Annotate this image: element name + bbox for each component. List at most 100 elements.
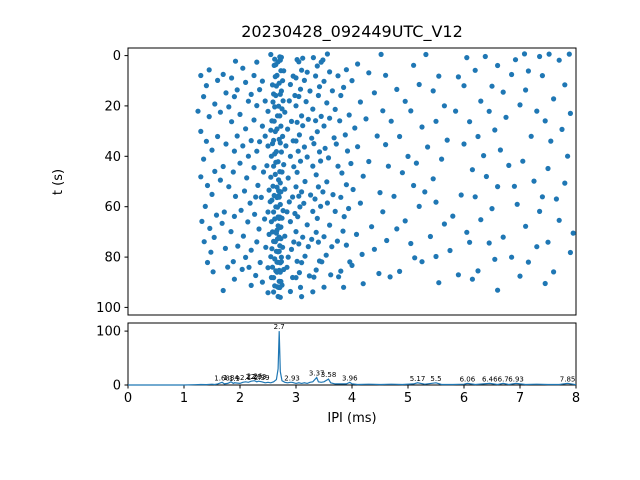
scatter-point	[346, 205, 352, 212]
scatter-point	[461, 141, 467, 147]
scatter-point	[327, 115, 333, 121]
scatter-point	[217, 177, 223, 183]
scatter-point	[280, 208, 286, 214]
scatter-point	[285, 126, 291, 132]
scatter-point	[304, 154, 310, 160]
scatter-point	[562, 180, 568, 186]
scatter-point	[316, 149, 323, 155]
scatter-point	[436, 280, 442, 286]
peak-annotation: 1.68	[214, 374, 230, 382]
scatter-point	[313, 172, 319, 178]
scatter-point	[296, 93, 302, 100]
scatter-y-ticks: 0 20 40 60 80 100	[96, 49, 128, 316]
x-tick-label: 4	[348, 391, 356, 406]
scatter-axes-frame	[127, 47, 577, 316]
peak-annotations: 1.681.841.9 2.12.22.262.332.39 2.7 2.93 3.37…	[214, 323, 575, 383]
scatter-point	[366, 70, 372, 76]
scatter-point	[297, 284, 304, 290]
scatter-point	[310, 208, 316, 214]
scatter-point	[280, 98, 286, 104]
scatter-point	[315, 184, 321, 190]
scatter-point	[223, 141, 229, 147]
scatter-point	[338, 194, 344, 200]
scatter-point	[545, 239, 551, 245]
scatter-point	[265, 265, 271, 271]
scatter-point	[309, 236, 315, 242]
x-tick-label: 0	[124, 391, 132, 406]
scatter-point	[310, 163, 316, 169]
scatter-point	[259, 279, 265, 285]
scatter-point	[208, 249, 214, 255]
scatter-point	[334, 238, 340, 244]
scatter-point	[503, 114, 509, 120]
scatter-point	[269, 82, 276, 88]
scatter-point	[293, 138, 299, 144]
scatter-point	[318, 113, 324, 119]
scatter-point	[528, 133, 534, 139]
scatter-point	[439, 156, 445, 162]
scatter-point	[248, 91, 254, 97]
scatter-point	[271, 209, 277, 215]
scatter-point	[270, 99, 276, 105]
scatter-point	[342, 132, 348, 138]
scatter-point	[360, 281, 366, 287]
scatter-point	[244, 175, 250, 181]
scatter-point	[500, 234, 506, 240]
scatter-point	[305, 116, 311, 122]
scatter-point	[258, 194, 264, 200]
scatter-point	[270, 183, 276, 189]
scatter-point	[293, 275, 299, 281]
scatter-point	[328, 272, 334, 278]
scatter-point	[280, 133, 286, 139]
scatter-point	[315, 239, 321, 245]
scatter-point	[450, 213, 456, 219]
scatter-point	[295, 214, 301, 220]
scatter-point	[254, 103, 260, 109]
scatter-point	[240, 143, 246, 149]
scatter-point	[202, 203, 208, 209]
scatter-point	[215, 77, 221, 83]
x-ticks: 0 1 2 3 4 5 6 7 8	[124, 385, 580, 406]
scatter-point	[408, 240, 414, 247]
scatter-point	[321, 284, 327, 290]
scatter-point	[254, 148, 260, 154]
scatter-point	[278, 123, 284, 129]
scatter-point	[339, 170, 345, 176]
scatter-point	[444, 137, 450, 143]
scatter-point	[338, 92, 344, 99]
scatter-point	[265, 143, 271, 149]
scatter-point	[512, 57, 519, 63]
scatter-point	[269, 246, 275, 252]
scatter-point	[416, 203, 422, 209]
scatter-point	[391, 193, 397, 199]
scatter-point	[198, 72, 204, 79]
scatter-point	[489, 206, 495, 212]
x-tick-label: 2	[236, 391, 244, 406]
scatter-point	[203, 83, 209, 89]
scatter-point	[287, 81, 293, 88]
scatter-point	[311, 141, 317, 147]
scatter-point	[271, 163, 277, 169]
scatter-point	[219, 220, 225, 226]
scatter-point	[427, 233, 433, 240]
scatter-point	[314, 129, 320, 135]
scatter-point	[268, 153, 274, 159]
scatter-point	[433, 199, 439, 205]
scatter-point	[275, 249, 281, 255]
scatter-point	[349, 262, 355, 268]
scatter-point	[388, 118, 394, 124]
scatter-point	[366, 158, 372, 165]
scatter-point	[300, 123, 306, 129]
scatter-point	[377, 190, 383, 196]
peak-annotation: 7.85	[560, 375, 576, 383]
scatter-point	[275, 293, 281, 300]
scatter-point	[228, 229, 234, 235]
scatter-point	[546, 51, 552, 57]
scatter-point	[497, 147, 503, 153]
scatter-point	[314, 215, 320, 221]
scatter-point	[265, 108, 271, 114]
scatter-point	[254, 59, 260, 65]
scatter-point	[308, 192, 314, 198]
y-tick-label: 0	[113, 49, 121, 64]
scatter-point	[225, 264, 231, 270]
